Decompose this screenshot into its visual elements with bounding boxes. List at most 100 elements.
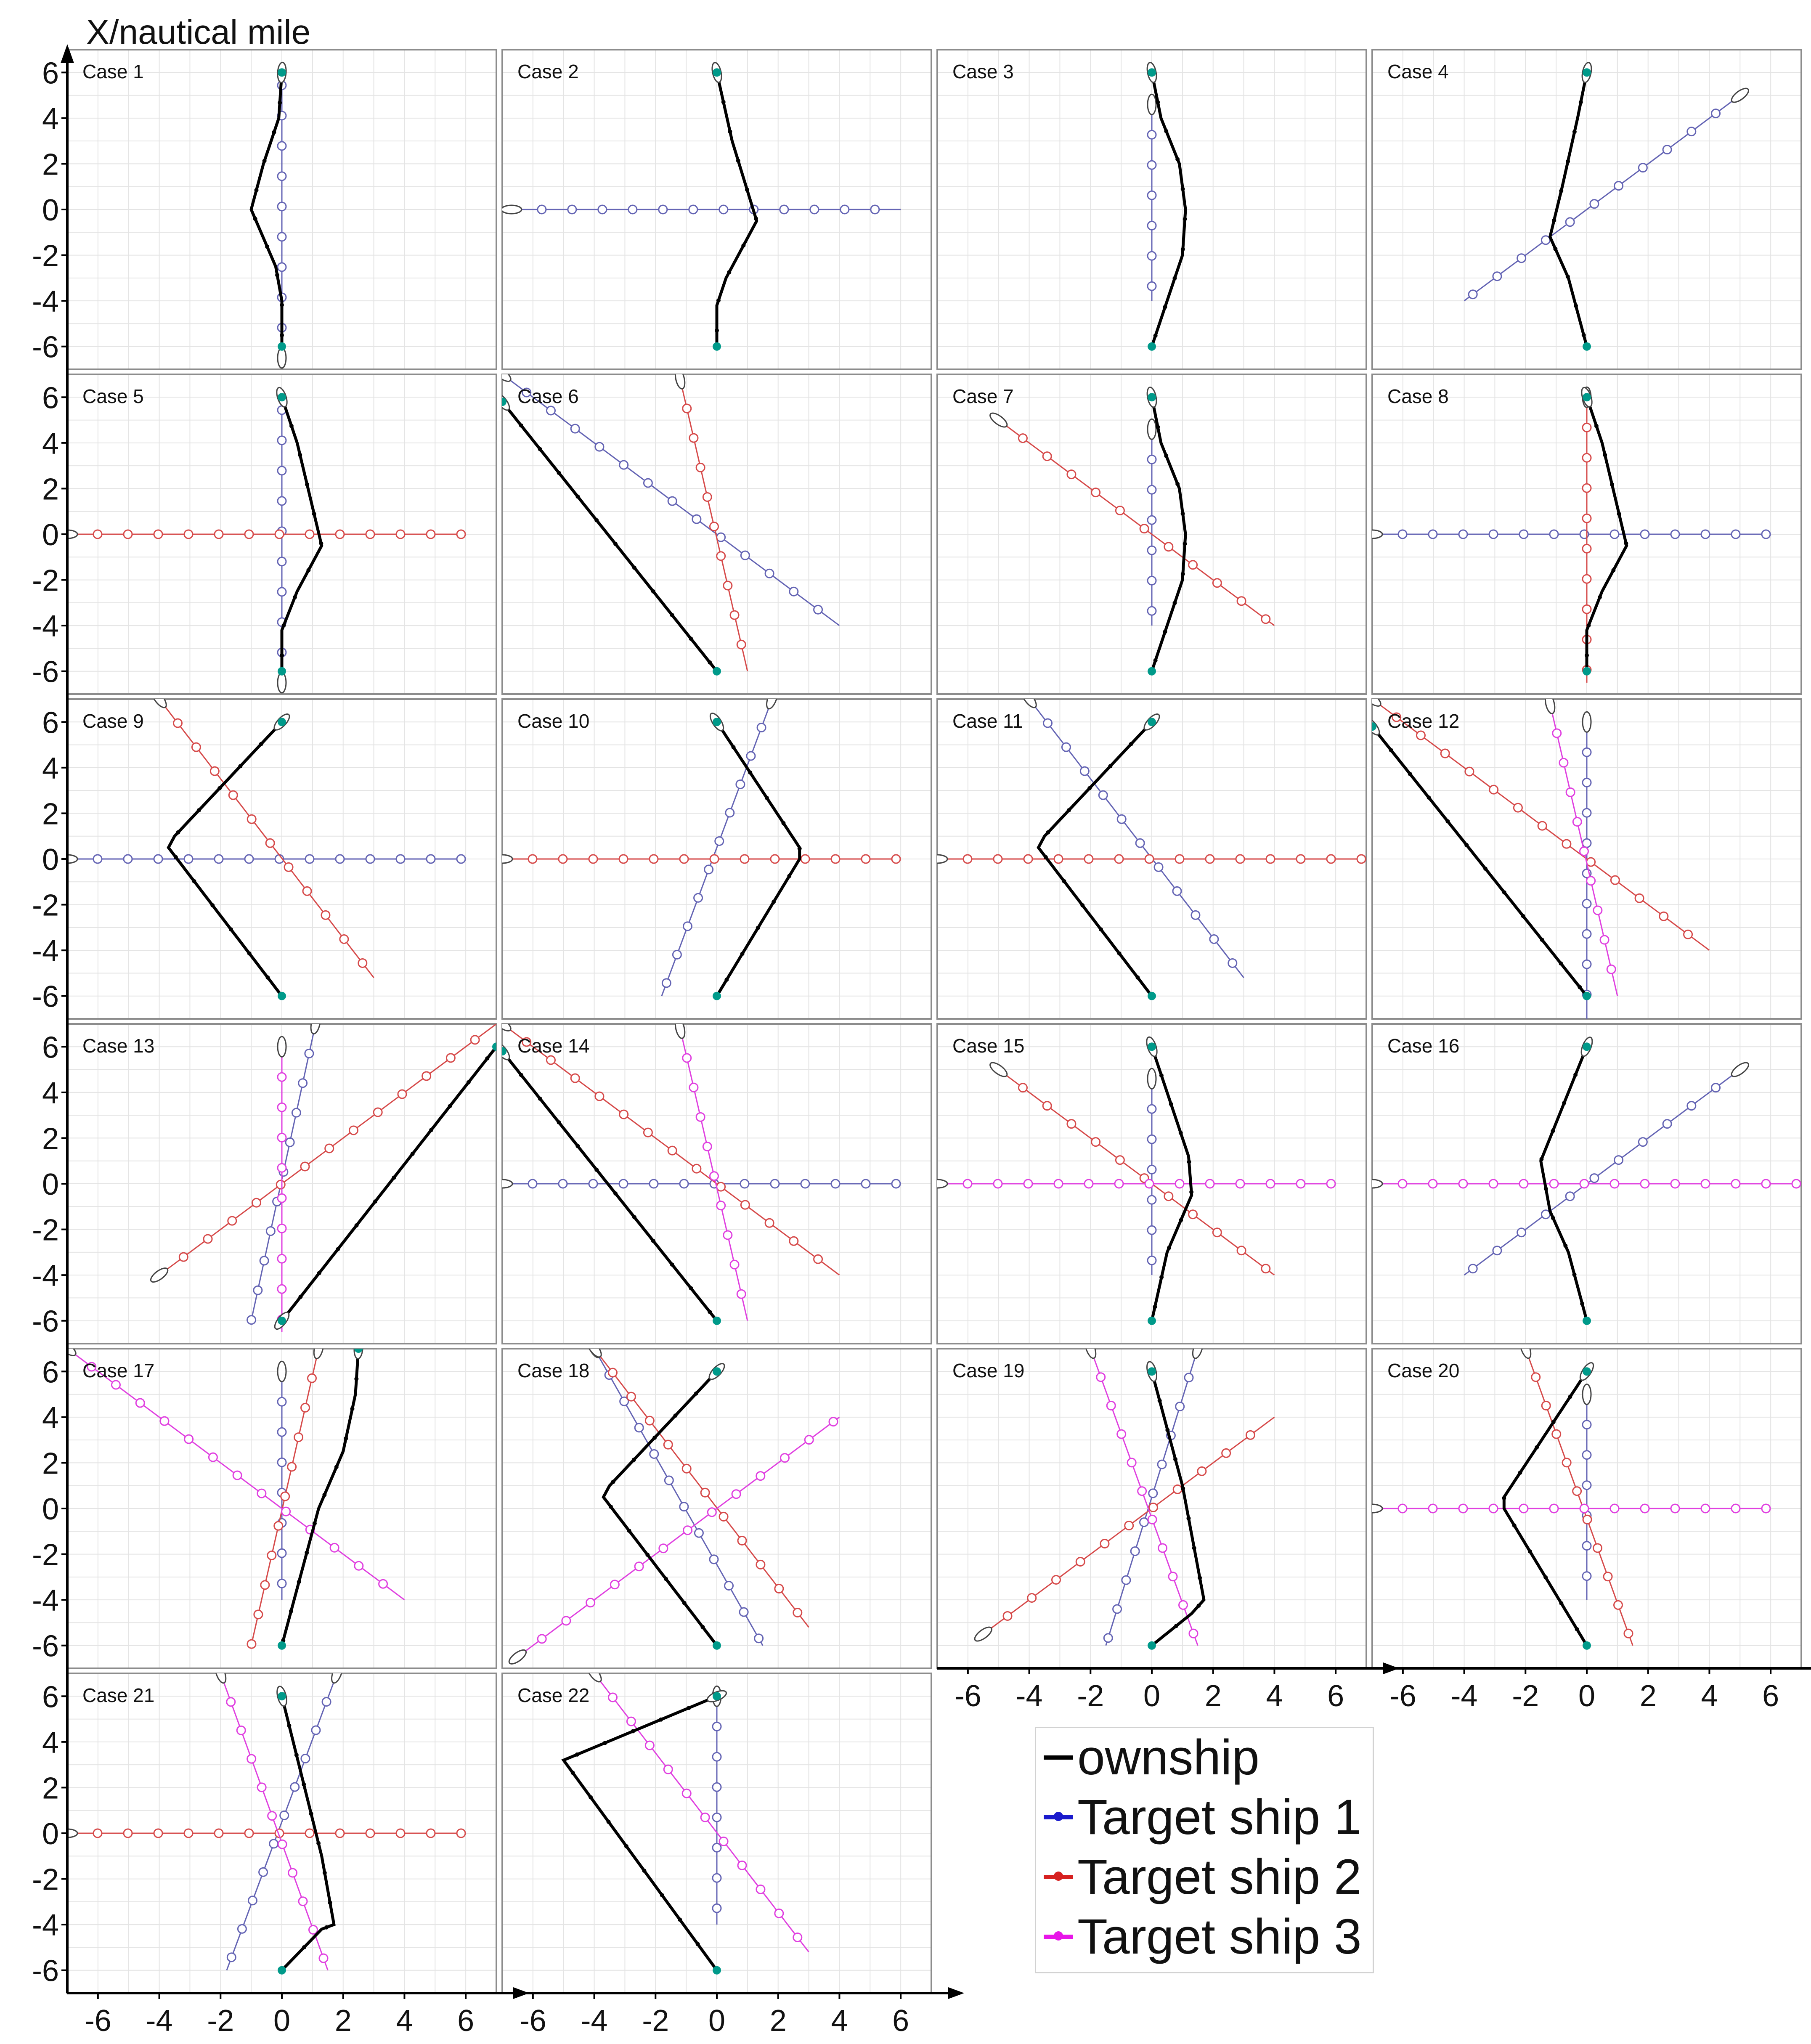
target2-marker — [770, 854, 780, 864]
ownship-marker — [1562, 1100, 1567, 1105]
legend-dot-marker — [1054, 1931, 1063, 1941]
target1-marker — [740, 1179, 750, 1189]
target3-marker — [1731, 1179, 1741, 1189]
target1-marker — [704, 864, 714, 875]
panel-tracks — [1146, 62, 1187, 351]
ownship-marker — [1580, 1302, 1585, 1306]
ownship-start-point — [1583, 393, 1591, 402]
ownship-marker — [1180, 572, 1185, 576]
target2-marker — [667, 1145, 677, 1156]
target3-marker — [1609, 1503, 1620, 1514]
target2-marker — [1489, 785, 1499, 795]
ownship-marker — [392, 1175, 396, 1180]
target2-track — [1525, 1349, 1633, 1646]
ownship-track — [502, 400, 718, 672]
target1-marker — [712, 1812, 722, 1822]
target2-marker — [692, 1164, 702, 1174]
target3-marker — [756, 1884, 766, 1894]
target1-ship-icon — [331, 1673, 343, 1684]
ownship-marker — [781, 821, 786, 825]
target1-marker — [1428, 529, 1438, 539]
target1-marker — [1492, 1246, 1502, 1256]
ownship-track — [602, 1370, 718, 1646]
target2-marker — [1236, 596, 1246, 606]
target1-marker — [1112, 1604, 1122, 1614]
target1-marker — [1121, 1575, 1131, 1585]
target1-marker — [1147, 160, 1157, 170]
target2-ship-icon — [974, 1626, 992, 1642]
target3-marker — [277, 1132, 287, 1143]
target2-marker — [594, 1091, 605, 1101]
ownship-marker — [1502, 890, 1506, 895]
target3-marker — [1670, 1179, 1680, 1189]
target1-marker — [1638, 1137, 1648, 1147]
target1-marker — [1582, 747, 1592, 757]
target2-marker — [1513, 803, 1523, 813]
target2-marker — [1051, 1575, 1061, 1585]
panel-tracks — [989, 387, 1275, 676]
target2-marker — [1537, 821, 1547, 831]
target2-ship-icon — [502, 1024, 512, 1031]
target3-marker — [184, 1434, 194, 1444]
ownship-marker — [715, 328, 719, 333]
target2-marker — [300, 1161, 310, 1172]
target1-marker — [277, 466, 287, 476]
target1-marker — [321, 1697, 331, 1707]
panel-tracks — [67, 1349, 405, 1650]
target3-marker — [1700, 1503, 1710, 1514]
target2-marker — [1582, 543, 1592, 554]
ownship-marker — [1575, 1627, 1579, 1632]
ownship-marker — [1181, 1486, 1185, 1491]
target1-marker — [840, 204, 850, 215]
target2-marker — [247, 814, 257, 824]
ownship-track — [281, 1046, 496, 1322]
target1-marker — [1458, 529, 1468, 539]
ownship-marker — [659, 1717, 663, 1722]
ownship-marker — [280, 333, 284, 337]
ownship-marker — [1617, 512, 1621, 516]
ownship-end-point — [278, 342, 286, 351]
target3-marker — [1023, 1179, 1033, 1189]
x-tick-label: 6 — [892, 2004, 909, 2038]
ownship-marker — [694, 1391, 698, 1396]
ownship-marker — [727, 270, 732, 275]
y-tick-label: 6 — [42, 706, 59, 740]
y-tick-label: 4 — [42, 752, 59, 785]
target3-marker — [682, 1053, 692, 1063]
target1-marker — [1175, 1402, 1185, 1412]
target3-ship-icon — [67, 1349, 77, 1356]
x-tick-label: -2 — [1077, 1679, 1104, 1713]
ownship-marker — [1159, 1275, 1164, 1280]
ownship-marker — [354, 1376, 359, 1381]
target2-marker — [1582, 483, 1592, 493]
ownship-marker — [196, 808, 201, 813]
panel-label: Case 20 — [1387, 1360, 1459, 1381]
target3-marker — [232, 1470, 242, 1480]
target1-marker — [226, 1952, 236, 1962]
panel-frame — [1371, 49, 1802, 370]
target2-marker — [267, 1550, 277, 1560]
target2-marker — [365, 529, 375, 539]
panel-4: Case 4 — [1371, 49, 1802, 370]
target1-marker — [1640, 529, 1650, 539]
target2-marker — [1296, 854, 1306, 864]
target1-marker — [277, 232, 287, 242]
ownship-marker — [689, 636, 693, 641]
target3-marker — [1428, 1179, 1438, 1189]
target2-marker — [1188, 560, 1198, 570]
target3-marker — [716, 1201, 726, 1211]
target3-marker — [610, 1580, 620, 1590]
ownship-marker — [1585, 653, 1589, 657]
target3-marker — [1053, 1179, 1063, 1189]
ownship-marker — [1180, 512, 1185, 516]
ownship-marker — [309, 1811, 313, 1816]
target3-marker — [1579, 1179, 1589, 1189]
target3-marker — [702, 1141, 712, 1151]
target3-marker — [700, 1812, 710, 1822]
ownship-marker — [1178, 1131, 1183, 1135]
ownship-marker — [1087, 786, 1092, 790]
ownship-marker — [1187, 1159, 1191, 1164]
target3-marker — [561, 1616, 571, 1626]
ownship-marker — [272, 130, 276, 135]
target2-marker — [153, 1828, 163, 1838]
